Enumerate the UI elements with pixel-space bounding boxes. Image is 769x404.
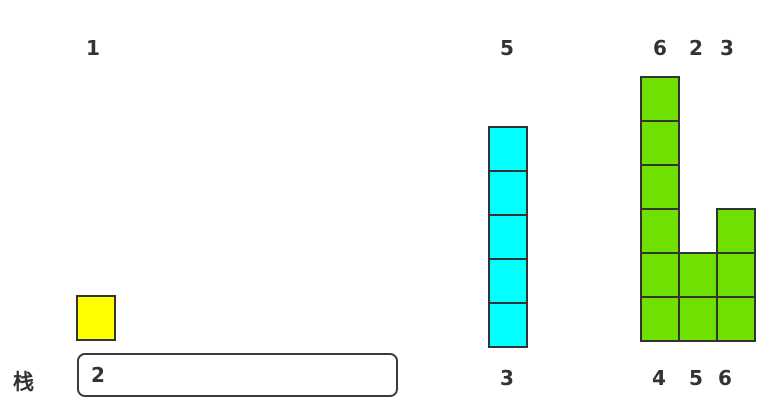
stack-label: 栈 bbox=[13, 370, 34, 394]
block-cell bbox=[678, 252, 718, 298]
block-cell bbox=[640, 296, 680, 342]
bar-height-label: 3 bbox=[720, 36, 734, 60]
bar-index-label: 6 bbox=[718, 366, 732, 390]
bar-index-label: 5 bbox=[689, 366, 703, 390]
block-cell bbox=[488, 170, 528, 216]
block-cell bbox=[640, 164, 680, 210]
block-cell bbox=[640, 76, 680, 122]
block-cell bbox=[640, 252, 680, 298]
block-cell bbox=[678, 296, 718, 342]
block-cell bbox=[488, 258, 528, 304]
bar-height-label: 6 bbox=[653, 36, 667, 60]
block-cell bbox=[640, 208, 680, 254]
block-cell bbox=[488, 126, 528, 172]
bar-index-label: 3 bbox=[500, 366, 514, 390]
block-cell bbox=[640, 120, 680, 166]
block-cell bbox=[716, 296, 756, 342]
block-cell bbox=[76, 295, 116, 341]
stack-box: 2 bbox=[77, 353, 398, 397]
block-cell bbox=[716, 208, 756, 254]
bar-height-label: 1 bbox=[86, 36, 100, 60]
bar-height-label: 2 bbox=[689, 36, 703, 60]
block-cell bbox=[716, 252, 756, 298]
stack-item: 2 bbox=[91, 363, 105, 387]
block-cell bbox=[488, 214, 528, 260]
bar-index-label: 4 bbox=[652, 366, 666, 390]
block-cell bbox=[488, 302, 528, 348]
bar-height-label: 5 bbox=[500, 36, 514, 60]
